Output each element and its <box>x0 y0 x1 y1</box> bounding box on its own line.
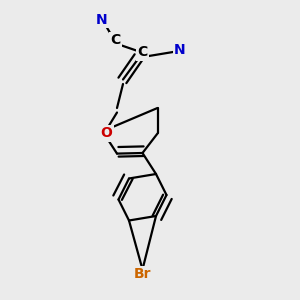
Text: N: N <box>174 43 186 56</box>
Text: O: O <box>100 127 112 140</box>
Text: C: C <box>110 34 121 47</box>
Text: N: N <box>96 13 108 26</box>
Text: C: C <box>137 46 148 59</box>
Text: Br: Br <box>134 268 151 281</box>
